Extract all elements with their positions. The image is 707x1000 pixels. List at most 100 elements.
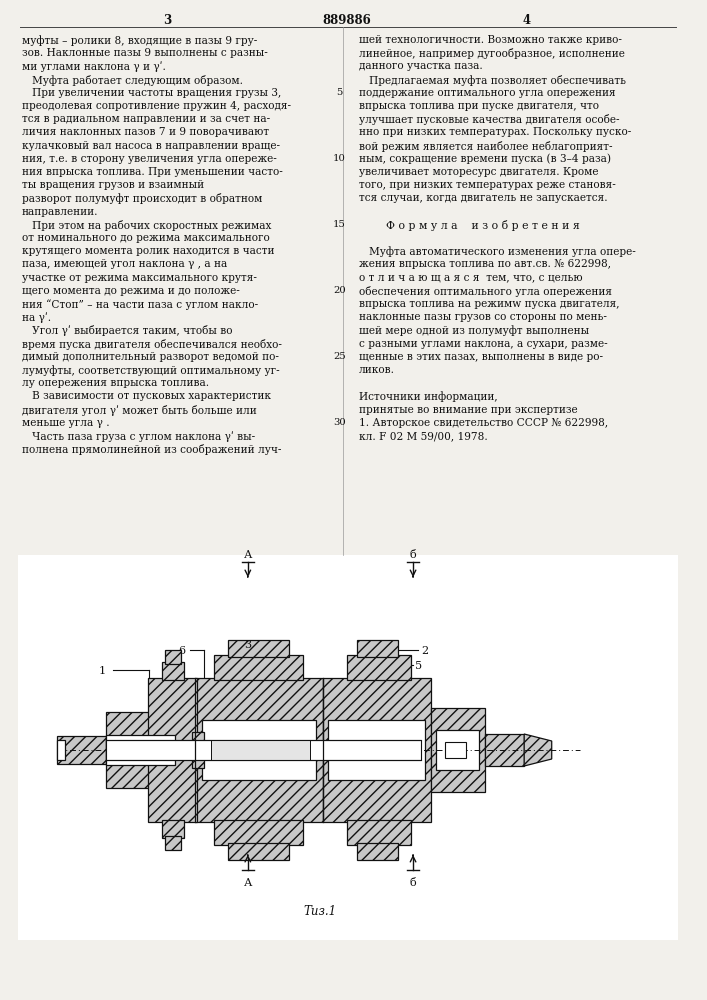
Text: димый дополнительный разворот ведомой по-: димый дополнительный разворот ведомой по… xyxy=(22,352,279,362)
Text: 30: 30 xyxy=(333,418,346,427)
Bar xyxy=(106,735,175,765)
Bar xyxy=(347,820,411,845)
Bar xyxy=(165,650,181,664)
Bar xyxy=(228,640,289,657)
Bar xyxy=(445,742,466,758)
Text: Часть паза груза с углом наклона γʹ вы-: Часть паза груза с углом наклона γʹ вы- xyxy=(22,431,255,442)
Text: 15: 15 xyxy=(333,220,346,229)
Text: с разными углами наклона, а сухари, разме-: с разными углами наклона, а сухари, разм… xyxy=(359,339,607,349)
Bar xyxy=(214,820,303,845)
Bar xyxy=(357,843,398,860)
Text: кл. F 02 M 59/00, 1978.: кл. F 02 M 59/00, 1978. xyxy=(359,431,488,441)
Text: ми углами наклона γ и γʹ.: ми углами наклона γ и γʹ. xyxy=(22,61,165,72)
Bar xyxy=(18,555,677,940)
Text: лу опережения впрыска топлива.: лу опережения впрыска топлива. xyxy=(22,378,209,388)
Text: 889886: 889886 xyxy=(323,14,372,27)
Text: 2: 2 xyxy=(421,646,428,656)
Bar xyxy=(106,740,421,760)
Text: Угол γʹ выбирается таким, чтобы во: Угол γʹ выбирается таким, чтобы во xyxy=(22,325,232,336)
Bar xyxy=(194,678,322,822)
Text: тся в радиальном направлении и за счет на-: тся в радиальном направлении и за счет н… xyxy=(22,114,270,124)
Text: б: б xyxy=(409,550,416,560)
Bar xyxy=(347,655,411,680)
Text: на γʹ.: на γʹ. xyxy=(22,312,51,323)
Text: ликов.: ликов. xyxy=(359,365,395,375)
Text: впрыска топлива на режимw пуска двигателя,: впрыска топлива на режимw пуска двигател… xyxy=(359,299,619,309)
Text: 3: 3 xyxy=(244,640,251,650)
Text: кулачковый вал насоса в направлении враще-: кулачковый вал насоса в направлении вращ… xyxy=(22,141,280,151)
Text: жения впрыска топлива по авт.св. № 622998,: жения впрыска топлива по авт.св. № 62299… xyxy=(359,259,611,269)
Polygon shape xyxy=(524,734,551,766)
Text: ты вращения грузов и взаимный: ты вращения грузов и взаимный xyxy=(22,180,204,190)
Text: лумуфты, соответствующий оптимальному уг-: лумуфты, соответствующий оптимальному уг… xyxy=(22,365,279,376)
Bar xyxy=(163,662,184,680)
Text: Предлагаемая муфта позволяет обеспечивать: Предлагаемая муфта позволяет обеспечиват… xyxy=(359,75,626,86)
Text: ния, т.е. в сторону увеличения угла опереже-: ния, т.е. в сторону увеличения угла опер… xyxy=(22,154,276,164)
Text: зов. Наклонные пазы 9 выполнены с разны-: зов. Наклонные пазы 9 выполнены с разны- xyxy=(22,48,267,58)
Text: 6: 6 xyxy=(177,646,185,656)
Text: 5: 5 xyxy=(415,661,422,671)
Text: обеспечения оптимального угла опережения: обеспечения оптимального угла опережения xyxy=(359,286,612,297)
Text: данного участка паза.: данного участка паза. xyxy=(359,61,483,71)
Text: шей мере одной из полумуфт выполнены: шей мере одной из полумуфт выполнены xyxy=(359,325,589,336)
Text: линейное, например дугообразное, исполнение: линейное, например дугообразное, исполне… xyxy=(359,48,625,59)
Text: Ф о р м у л а    и з о б р е т е н и я: Ф о р м у л а и з о б р е т е н и я xyxy=(387,220,580,231)
Text: А: А xyxy=(244,550,252,560)
Text: принятые во внимание при экспертизе: принятые во внимание при экспертизе xyxy=(359,405,578,415)
Text: щенные в этих пазах, выполнены в виде ро-: щенные в этих пазах, выполнены в виде ро… xyxy=(359,352,603,362)
Text: меньше угла γ .: меньше угла γ . xyxy=(22,418,110,428)
Text: Муфта автоматического изменения угла опере-: Муфта автоматического изменения угла опе… xyxy=(359,246,636,257)
Text: 20: 20 xyxy=(333,286,346,295)
Text: При увеличении частоты вращения грузы 3,: При увеличении частоты вращения грузы 3, xyxy=(22,88,281,98)
Bar xyxy=(485,734,524,766)
Bar xyxy=(357,640,398,657)
Text: ным, сокращение времени пуска (в 3–4 раза): ным, сокращение времени пуска (в 3–4 раз… xyxy=(359,154,611,164)
Text: 1. Авторское свидетельство СССР № 622998,: 1. Авторское свидетельство СССР № 622998… xyxy=(359,418,608,428)
Text: Источники информации,: Источники информации, xyxy=(359,391,498,402)
Text: нно при низких температурах. Поскольку пуско-: нно при низких температурах. Поскольку п… xyxy=(359,127,631,137)
Text: время пуска двигателя обеспечивался необхо-: время пуска двигателя обеспечивался необ… xyxy=(22,339,281,350)
Text: Муфта работает следующим образом.: Муфта работает следующим образом. xyxy=(22,75,243,86)
Text: шей технологичности. Возможно также криво-: шей технологичности. Возможно также крив… xyxy=(359,35,622,45)
Text: ния “Стоп” – на части паза с углом накло-: ния “Стоп” – на части паза с углом накло… xyxy=(22,299,258,310)
Bar xyxy=(214,655,303,680)
Text: увеличивает моторесурс двигателя. Кроме: увеличивает моторесурс двигателя. Кроме xyxy=(359,167,598,177)
Text: При этом на рабочих скоростных режимах: При этом на рабочих скоростных режимах xyxy=(22,220,271,231)
Text: 10: 10 xyxy=(333,154,346,163)
Text: направлении.: направлении. xyxy=(22,207,98,217)
Bar xyxy=(329,720,425,780)
Text: улучшает пусковые качества двигателя особе-: улучшает пусковые качества двигателя осо… xyxy=(359,114,619,125)
Bar xyxy=(106,712,175,788)
Text: 25: 25 xyxy=(333,352,346,361)
Text: муфты – ролики 8, входящие в пазы 9 гру-: муфты – ролики 8, входящие в пазы 9 гру- xyxy=(22,35,257,46)
Text: 1: 1 xyxy=(99,666,106,676)
Text: участке от режима максимального крутя-: участке от режима максимального крутя- xyxy=(22,273,257,283)
Text: 5: 5 xyxy=(336,88,342,97)
Text: поддержание оптимального угла опережения: поддержание оптимального угла опережения xyxy=(359,88,616,98)
Text: тся случаи, когда двигатель не запускается.: тся случаи, когда двигатель не запускает… xyxy=(359,193,607,203)
Text: разворот полумуфт происходит в обратном: разворот полумуфт происходит в обратном xyxy=(22,193,262,204)
Text: В зависимости от пусковых характеристик: В зависимости от пусковых характеристик xyxy=(22,391,271,401)
Text: б: б xyxy=(409,878,416,888)
Text: А: А xyxy=(244,878,252,888)
Text: двигателя угол γʹ может быть больше или: двигателя угол γʹ может быть больше или xyxy=(22,405,257,416)
Text: преодолевая сопротивление пружин 4, расходя-: преодолевая сопротивление пружин 4, расх… xyxy=(22,101,291,111)
Bar xyxy=(322,678,431,822)
Text: Τиз.1: Τиз.1 xyxy=(303,905,337,918)
Text: наклонные пазы грузов со стороны по мень-: наклонные пазы грузов со стороны по мень… xyxy=(359,312,607,322)
Text: того, при низких температурах реже становя-: того, при низких температурах реже стано… xyxy=(359,180,616,190)
Text: 3: 3 xyxy=(163,14,171,27)
Text: полнена прямолинейной из соображений луч-: полнена прямолинейной из соображений луч… xyxy=(22,444,281,455)
Bar xyxy=(163,820,184,838)
Text: впрыска топлива при пуске двигателя, что: впрыска топлива при пуске двигателя, что xyxy=(359,101,599,111)
Bar xyxy=(57,736,106,764)
Bar xyxy=(148,678,197,822)
Text: крутящего момента ролик находится в части: крутящего момента ролик находится в част… xyxy=(22,246,274,256)
Text: 4: 4 xyxy=(522,14,530,27)
Text: щего момента до режима и до положе-: щего момента до режима и до положе- xyxy=(22,286,240,296)
Bar xyxy=(431,708,485,792)
Text: личия наклонных пазов 7 и 9 поворачивают: личия наклонных пазов 7 и 9 поворачивают xyxy=(22,127,269,137)
Bar xyxy=(211,740,310,760)
Bar xyxy=(57,740,65,760)
Bar xyxy=(165,836,181,850)
